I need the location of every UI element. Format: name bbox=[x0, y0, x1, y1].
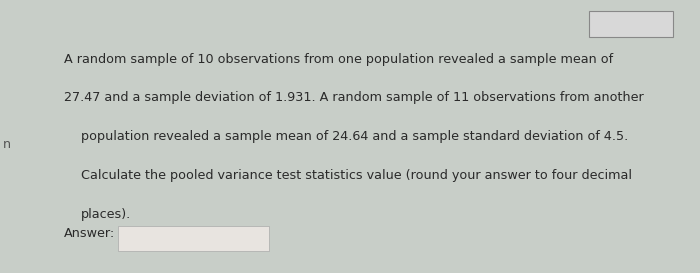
Bar bbox=[118, 225, 270, 251]
Text: places).: places). bbox=[81, 208, 132, 221]
Text: A random sample of 10 observations from one population revealed a sample mean of: A random sample of 10 observations from … bbox=[64, 53, 613, 66]
Text: Answer:: Answer: bbox=[64, 227, 116, 240]
Text: 27.47 and a sample deviation of 1.931. A random sample of 11 observations from a: 27.47 and a sample deviation of 1.931. A… bbox=[64, 91, 644, 104]
Bar bbox=[589, 11, 673, 37]
Text: n: n bbox=[3, 138, 10, 151]
Text: Calculate the pooled variance test statistics value (round your answer to four d: Calculate the pooled variance test stati… bbox=[81, 169, 632, 182]
Text: population revealed a sample mean of 24.64 and a sample standard deviation of 4.: population revealed a sample mean of 24.… bbox=[81, 130, 629, 143]
